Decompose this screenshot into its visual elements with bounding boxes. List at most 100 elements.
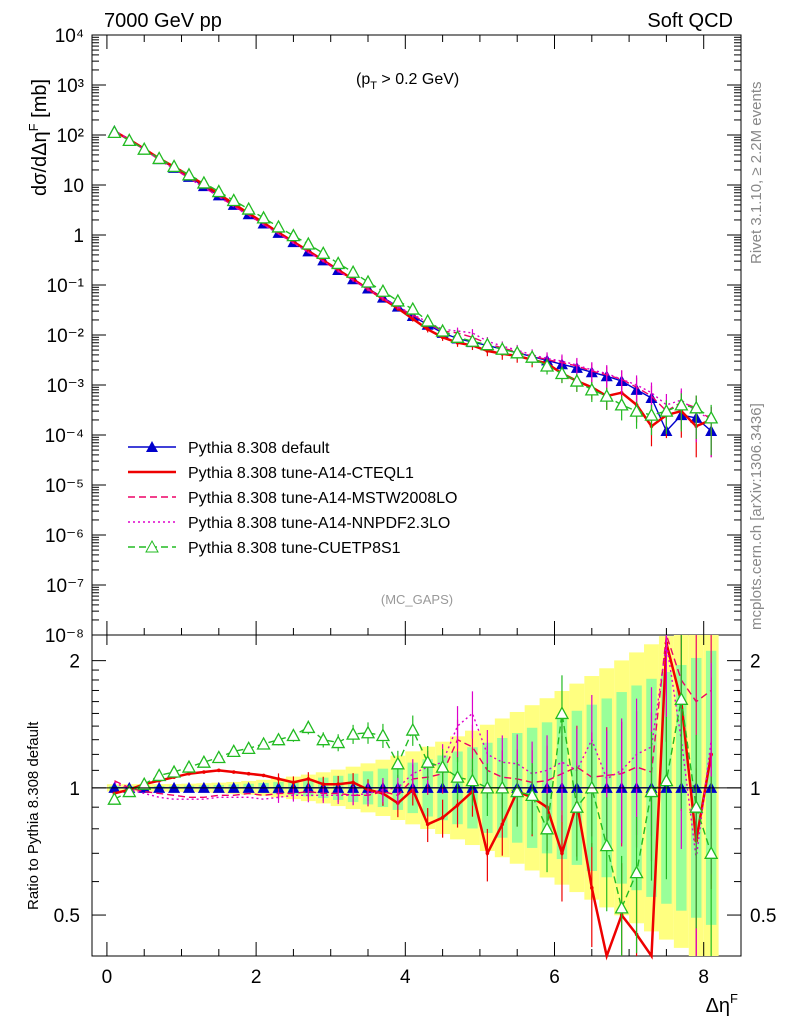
y-tick-label: 10⁻⁷	[46, 576, 84, 597]
data-marker	[166, 159, 182, 173]
data-marker	[410, 317, 415, 321]
axis-ticks: 0 2 4 6 8 10⁴ 10³ 10² 10 1 10⁻¹ 10⁻² 10⁻³ 10⁻⁴ 10⁻⁵ 10⁻…	[45, 26, 777, 988]
data-marker	[584, 382, 599, 396]
data-marker	[689, 799, 704, 813]
data-marker	[271, 732, 286, 746]
main-series	[107, 124, 719, 458]
data-marker	[316, 245, 331, 259]
data-marker	[560, 851, 564, 856]
legend-label: Pythia 8.308 tune-A14-CTEQL1	[188, 465, 414, 482]
y-axis-label-main: dσ/dΔηF [mb]	[26, 79, 51, 196]
data-marker	[271, 219, 286, 233]
header-left: 7000 GeV pp	[104, 10, 222, 32]
y-tick-label: 1	[73, 226, 84, 247]
ratio-tick-label-right: 2	[750, 652, 761, 673]
y-tick-label: 10⁻³	[47, 376, 85, 397]
data-marker	[226, 744, 241, 758]
data-marker	[440, 815, 445, 820]
data-marker	[256, 210, 271, 224]
data-marker	[246, 771, 251, 776]
data-marker	[351, 780, 355, 785]
data-marker	[226, 193, 241, 207]
y-tick-label: 10⁻¹	[47, 276, 85, 297]
data-marker	[629, 403, 644, 417]
data-marker	[425, 327, 430, 332]
data-marker	[375, 728, 391, 742]
y-tick-label: 10⁻⁸	[45, 626, 84, 647]
data-marker	[211, 184, 226, 198]
data-marker	[286, 728, 301, 742]
data-marker	[166, 764, 182, 778]
data-marker	[495, 780, 510, 794]
data-marker	[674, 691, 689, 705]
analysis-label: (MC_GAPS)	[381, 592, 453, 607]
ratio-tick-label-left: 0.5	[54, 906, 80, 927]
ratio-tick-label-right: 0.5	[750, 906, 776, 927]
data-marker	[569, 799, 584, 813]
data-marker	[480, 780, 495, 794]
data-marker	[196, 754, 211, 768]
data-marker	[435, 759, 450, 773]
data-marker	[510, 345, 525, 359]
data-marker	[405, 722, 420, 736]
data-marker	[122, 784, 137, 798]
data-marker	[420, 754, 435, 768]
data-marker	[614, 397, 629, 411]
data-marker	[122, 133, 137, 147]
data-marker	[644, 407, 659, 421]
y-tick-label: 10⁻⁵	[45, 476, 84, 497]
data-marker	[659, 773, 674, 787]
data-marker	[584, 780, 599, 794]
data-marker	[345, 726, 361, 740]
legend-label: Pythia 8.308 default	[188, 440, 330, 457]
x-tick-label: 4	[400, 967, 411, 988]
data-marker	[495, 341, 510, 355]
data-marker	[405, 301, 420, 315]
x-tick-label: 6	[549, 967, 560, 988]
data-marker	[644, 784, 659, 798]
data-marker	[152, 151, 167, 165]
data-marker	[261, 773, 266, 778]
y-axis-label-ratio: Ratio to Pythia 8.308 default	[25, 721, 42, 910]
y-tick-label: 10	[63, 176, 84, 197]
data-marker	[525, 787, 540, 801]
legend-label: Pythia 8.308 tune-A14-MSTW2008LO	[188, 490, 457, 507]
data-marker	[301, 720, 316, 734]
data-marker	[599, 838, 614, 852]
data-marker	[217, 768, 221, 773]
data-marker	[241, 201, 256, 215]
y-tick-label: 10⁴	[55, 26, 84, 47]
data-marker	[569, 373, 584, 387]
y-tick-label: 10²	[57, 126, 84, 147]
y-tick-label: 10³	[57, 76, 84, 97]
data-marker	[331, 256, 346, 270]
legend-marker	[146, 441, 158, 452]
data-marker	[450, 769, 465, 783]
data-marker	[181, 167, 197, 181]
header-right: Soft QCD	[647, 10, 733, 32]
data-marker	[450, 329, 465, 343]
data-marker	[614, 900, 629, 914]
data-marker	[336, 782, 340, 787]
data-marker	[465, 773, 480, 787]
y-tick-label: 10⁻⁶	[45, 526, 84, 547]
x-tick-label: 8	[698, 967, 709, 988]
data-marker	[137, 776, 152, 790]
data-marker	[390, 756, 405, 770]
data-marker	[301, 236, 316, 250]
data-marker	[107, 791, 122, 805]
data-marker	[187, 771, 191, 776]
data-marker	[500, 822, 505, 827]
data-marker	[321, 782, 326, 787]
ratio-tick-label-left: 1	[69, 779, 80, 800]
data-marker	[485, 851, 490, 856]
data-marker	[390, 293, 405, 307]
ratio-series	[107, 634, 719, 961]
data-marker	[360, 274, 376, 288]
data-marker	[629, 865, 644, 879]
cut-label: (pT > 0.2 GeV)	[356, 71, 459, 92]
data-marker	[345, 264, 361, 278]
data-marker	[375, 283, 391, 297]
side-top-label: Rivet 3.1.10, ≥ 2.2M events	[748, 82, 765, 265]
